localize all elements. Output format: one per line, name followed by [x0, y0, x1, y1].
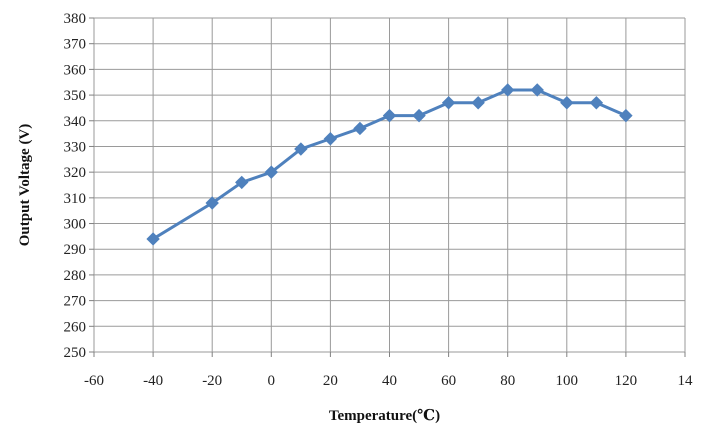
data-point: [412, 108, 426, 123]
y-tick-label: 310: [64, 191, 87, 207]
x-tick-label: 20: [323, 373, 338, 389]
x-tick-label: 100: [556, 373, 579, 389]
data-point: [589, 96, 604, 110]
data-point: [530, 83, 544, 97]
grid-lines: [93, 17, 686, 353]
y-tick-label: 250: [64, 345, 87, 361]
data-point: [294, 142, 308, 156]
axes: [89, 17, 686, 357]
x-tick-label: 40: [382, 373, 397, 389]
data-point: [619, 108, 633, 123]
data-point: [441, 96, 456, 110]
data-point: [500, 83, 515, 97]
y-tick-label: 320: [64, 165, 87, 181]
y-tick-label: 360: [64, 62, 87, 78]
y-tick-label: 330: [64, 139, 87, 155]
x-tick-label: 80: [500, 373, 515, 389]
data-point: [264, 165, 279, 179]
data-point: [382, 108, 397, 123]
y-tick-label: 280: [64, 268, 87, 284]
x-axis-title: Temperature(℃): [329, 408, 440, 424]
x-tick-label: -40: [143, 373, 163, 389]
y-axis-title: Output Voltage (V): [17, 124, 33, 247]
x-tick-label: 0: [268, 373, 276, 389]
x-tick-label: -60: [84, 373, 104, 389]
series-layer: [146, 83, 633, 246]
x-tick-labels: -60 -40 -20 0 20 40 60 80 100 120 14: [84, 373, 693, 389]
y-tick-label: 300: [64, 217, 87, 233]
y-tick-labels: 250 260 270 280 290 300 310 320 330 340 350 360 370 3…: [64, 11, 87, 361]
y-tick-label: 290: [64, 242, 87, 258]
data-point: [323, 132, 338, 146]
y-tick-label: 270: [64, 294, 87, 310]
data-point: [560, 96, 574, 110]
data-point: [353, 121, 367, 136]
y-tick-label: 380: [64, 11, 87, 27]
y-tick-label: 370: [64, 37, 87, 53]
y-tick-label: 340: [64, 114, 87, 130]
y-tick-label: 350: [64, 88, 87, 104]
data-point: [146, 232, 160, 246]
y-tick-label: 260: [64, 319, 87, 335]
data-point: [235, 175, 249, 190]
series-line: [152, 88, 627, 241]
x-tick-label: 120: [615, 373, 638, 389]
x-tick-label: 60: [441, 373, 456, 389]
x-tick-label: 14: [678, 373, 694, 389]
data-point: [205, 196, 219, 210]
x-tick-label: -20: [202, 373, 222, 389]
data-point: [471, 96, 485, 110]
